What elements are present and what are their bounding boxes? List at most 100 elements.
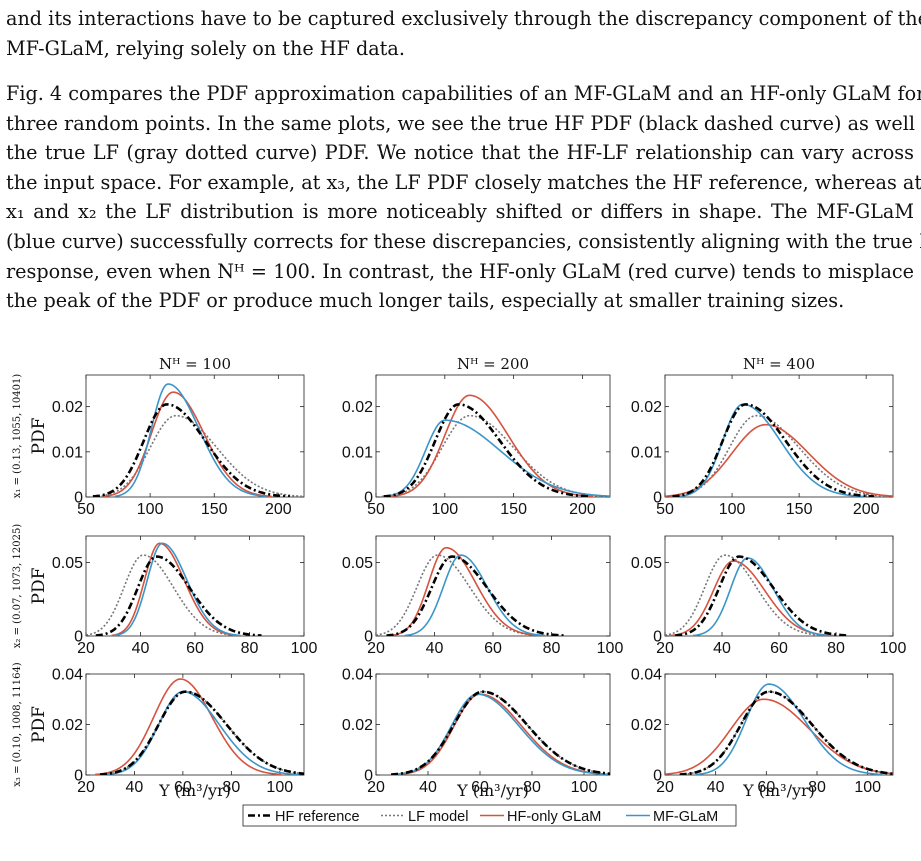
x-tick-label: 100	[597, 640, 624, 657]
y-axis-label: PDF	[29, 567, 49, 604]
y-tick-label: 0	[364, 768, 373, 785]
curve-hf	[99, 690, 304, 775]
axes-box	[664, 374, 894, 498]
x-tick-label: 40	[419, 779, 437, 796]
curve-hf	[92, 403, 290, 497]
pdf-panel: 20 40 60 80 100 0 0.02 0.04 Y (m³/yr)	[631, 667, 894, 800]
x-tick-label: 200	[265, 501, 292, 518]
row-label: x₂ = (0.07, 1073, 12025)	[12, 524, 23, 649]
x-tick-label: 150	[500, 501, 527, 518]
y-tick-label: 0.02	[52, 399, 83, 416]
curve-hfonly	[111, 542, 239, 636]
y-axis-label: PDF	[29, 417, 49, 454]
axes-box	[375, 673, 611, 776]
curve-hf	[679, 690, 893, 775]
column-title: Nᴴ = 400	[743, 355, 815, 373]
x-tick-label: 40	[126, 779, 144, 796]
x-tick-label: 40	[132, 640, 150, 657]
curve-hfonly	[665, 423, 893, 497]
curve-hf	[675, 555, 849, 636]
pdf-panel: 50 100 150 200 0 0.01 0.02 Nᴴ = 200	[342, 355, 611, 518]
x-tick-label: 20	[367, 640, 385, 657]
axes-box	[664, 673, 894, 776]
curve-mf	[114, 542, 241, 636]
x-tick-label: 60	[174, 779, 192, 796]
row-label: x₃ = (0.10, 1008, 11164)	[12, 662, 23, 787]
curve-mf	[692, 557, 830, 636]
y-tick-label: 0.04	[631, 667, 662, 684]
curve-lf	[391, 690, 610, 775]
paragraph-intro: and its interactions have to be captured…	[6, 4, 921, 63]
x-tick-label: 20	[77, 779, 95, 796]
column-title: Nᴴ = 200	[457, 355, 529, 373]
x-tick-label: 60	[757, 779, 775, 796]
x-tick-label: 20	[656, 779, 674, 796]
y-tick-label: 0.01	[631, 444, 662, 461]
curve-mf	[695, 683, 883, 775]
y-tick-label: 0.04	[342, 667, 373, 684]
y-tick-label: 0.02	[631, 399, 662, 416]
y-tick-label: 0.04	[52, 667, 83, 684]
x-tick-label: 80	[222, 779, 240, 796]
column-title: Nᴴ = 100	[159, 355, 231, 373]
text-line: three random points. In the same plots, …	[6, 111, 921, 135]
x-tick-label: 40	[426, 640, 444, 657]
legend-label: LF model	[408, 809, 468, 825]
pdf-panel: 50 100 150 200 0 0.01 0.02 Nᴴ = 400	[631, 355, 894, 518]
x-tick-label: 100	[291, 640, 318, 657]
axes-box	[375, 374, 611, 498]
x-tick-label: 100	[571, 779, 598, 796]
x-tick-label: 60	[770, 640, 788, 657]
row-label: x₁ = (0.13, 1055, 10401)	[12, 374, 23, 499]
curve-hf	[95, 555, 262, 636]
x-tick-label: 150	[201, 501, 228, 518]
x-tick-label: 80	[523, 779, 541, 796]
y-tick-label: 0.01	[342, 444, 373, 461]
x-tick-label: 80	[808, 779, 826, 796]
y-tick-label: 0	[653, 490, 662, 507]
curve-hfonly	[103, 391, 272, 497]
curve-lf	[381, 414, 610, 497]
legend: HF reference LF model HF-only GLaM MF-GLaM	[242, 804, 737, 827]
y-tick-label: 0.05	[52, 555, 83, 572]
curve-hf	[391, 690, 610, 775]
y-tick-label: 0	[74, 768, 83, 785]
y-tick-label: 0	[653, 768, 662, 785]
y-tick-label: 0	[653, 629, 662, 646]
pdf-panel: 20 40 60 80 100 0 0.05	[631, 535, 906, 657]
curve-lf	[665, 554, 826, 636]
y-tick-label: 0.02	[342, 399, 373, 416]
x-tick-label: 20	[367, 779, 385, 796]
x-tick-label: 20	[656, 640, 674, 657]
x-tick-label: 150	[786, 501, 813, 518]
x-tick-label: 100	[854, 779, 881, 796]
x-tick-label: 60	[484, 640, 502, 657]
x-tick-label: 50	[656, 501, 674, 518]
curve-mf	[678, 403, 864, 497]
x-tick-label: 60	[471, 779, 489, 796]
curve-hf	[386, 555, 565, 636]
x-tick-label: 40	[713, 640, 731, 657]
x-tick-label: 100	[137, 501, 164, 518]
y-tick-label: 0	[74, 629, 83, 646]
x-tick-label: 100	[719, 501, 746, 518]
pdf-panel: 20 40 60 80 100 0 0.02 0.04 PDF x₃ = (0.10, 1008,…	[12, 662, 305, 800]
axes-box	[664, 535, 894, 637]
axes-box	[375, 535, 611, 637]
y-axis-label: PDF	[29, 706, 49, 743]
x-tick-label: 60	[186, 640, 204, 657]
y-tick-label: 0	[364, 629, 373, 646]
y-tick-label: 0.01	[52, 444, 83, 461]
y-tick-label: 0.02	[342, 717, 373, 734]
paragraph-figure-discussion: Fig. 4 compares the PDF approximation ca…	[6, 79, 921, 316]
x-tick-label: 20	[77, 640, 95, 657]
text-line: MF-GLaM, relying solely on the HF data.	[6, 36, 405, 60]
pdf-panel: 20 40 60 80 100 0 0.05	[342, 535, 624, 657]
x-tick-label: 80	[827, 640, 845, 657]
curve-mf	[404, 554, 546, 636]
x-tick-label: 80	[241, 640, 259, 657]
legend-label: MF-GLaM	[653, 809, 718, 825]
